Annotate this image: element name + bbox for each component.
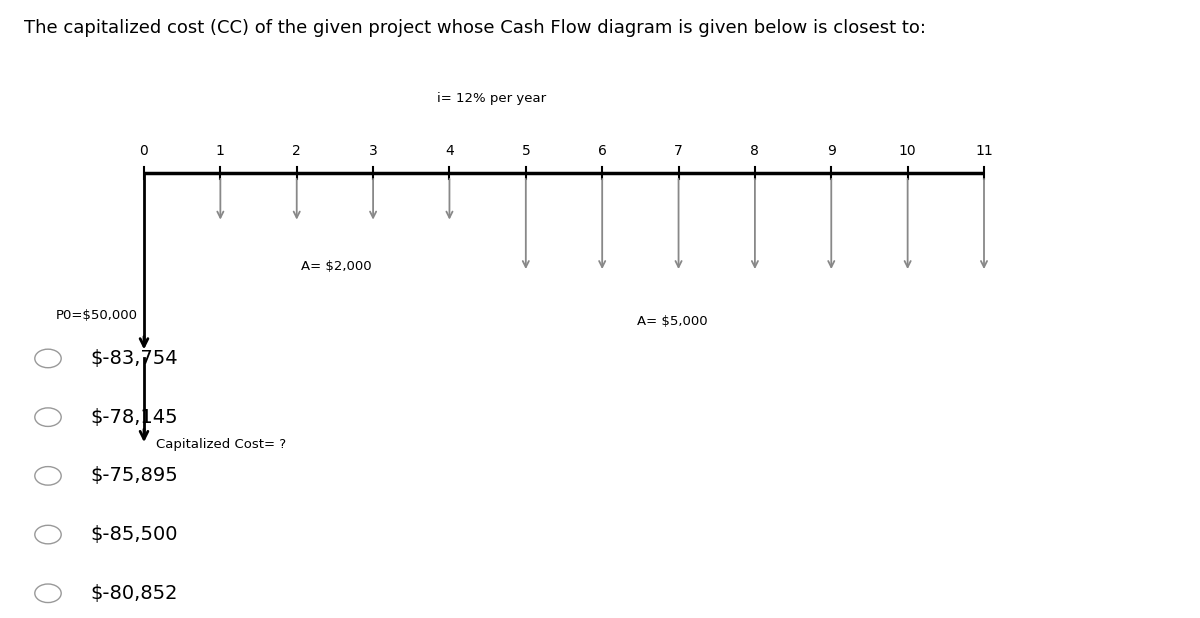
Text: 0: 0	[139, 143, 149, 158]
Text: $-78,145: $-78,145	[90, 408, 178, 426]
Text: $-80,852: $-80,852	[90, 584, 178, 603]
Text: A= $5,000: A= $5,000	[637, 315, 707, 328]
Text: 8: 8	[750, 143, 760, 158]
Text: 1: 1	[216, 143, 224, 158]
Text: P0=$50,000: P0=$50,000	[56, 308, 138, 322]
Text: 10: 10	[899, 143, 917, 158]
Text: i= 12% per year: i= 12% per year	[438, 92, 546, 105]
Text: 11: 11	[976, 143, 992, 158]
Text: 4: 4	[445, 143, 454, 158]
Text: $-85,500: $-85,500	[90, 525, 178, 544]
Text: Capitalized Cost= ?: Capitalized Cost= ?	[156, 438, 286, 452]
Text: 5: 5	[522, 143, 530, 158]
Text: 3: 3	[368, 143, 378, 158]
Text: $-83,754: $-83,754	[90, 349, 178, 368]
Text: The capitalized cost (CC) of the given project whose Cash Flow diagram is given : The capitalized cost (CC) of the given p…	[24, 19, 926, 36]
Text: $-75,895: $-75,895	[90, 467, 178, 485]
Text: 9: 9	[827, 143, 835, 158]
Text: A= $2,000: A= $2,000	[301, 260, 371, 273]
Text: 7: 7	[674, 143, 683, 158]
Text: 2: 2	[293, 143, 301, 158]
Text: 6: 6	[598, 143, 607, 158]
